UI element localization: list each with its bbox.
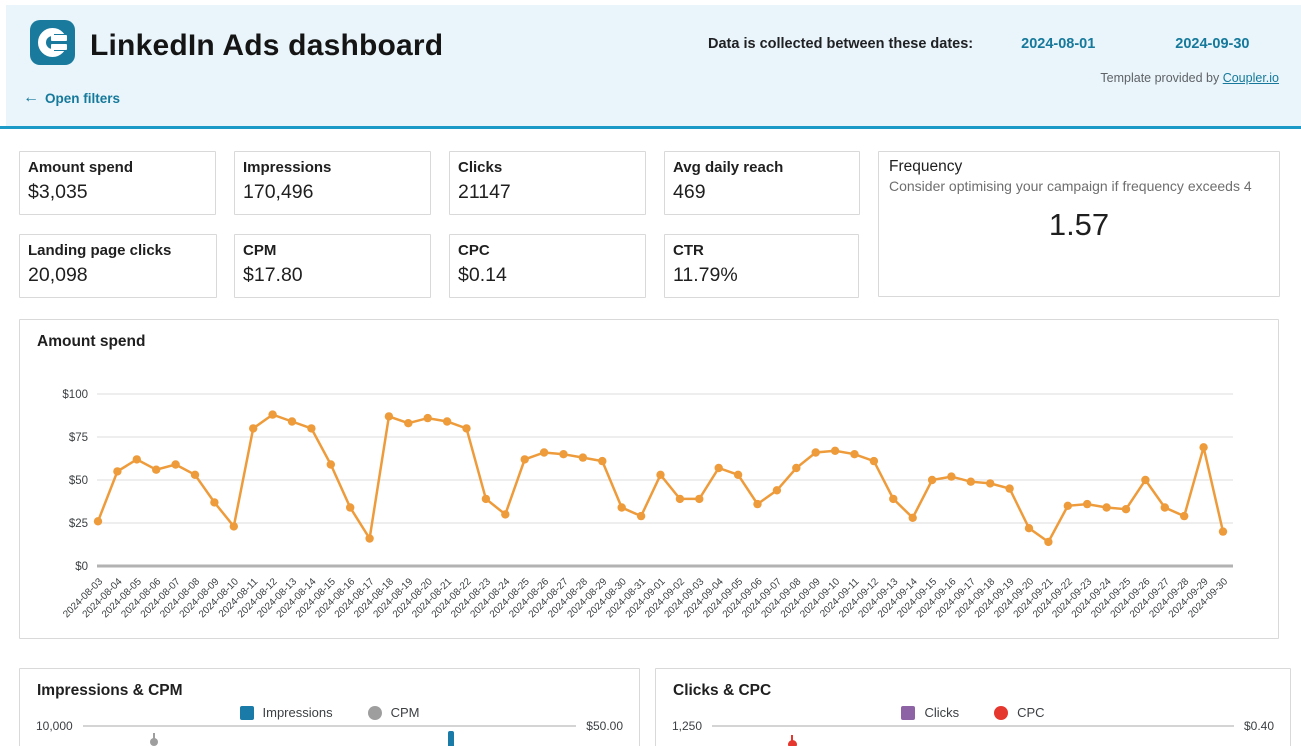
legend: Impressions CPM	[20, 705, 639, 720]
impressions-bar	[448, 731, 454, 746]
kpi-label: Impressions	[243, 159, 332, 176]
right-axis-max: $0.40	[1243, 719, 1274, 733]
kpi-label: Clicks	[458, 159, 503, 176]
kpi-card-clicks: Clicks 21147	[449, 151, 646, 215]
impressions-legend-swatch	[239, 705, 254, 720]
kpi-label: CPC	[458, 242, 490, 259]
header-divider	[0, 126, 1301, 129]
legend-label: CPM	[390, 705, 420, 720]
frequency-label: Frequency	[889, 158, 963, 175]
cpm-legend-swatch	[367, 705, 382, 720]
kpi-value: 469	[673, 180, 706, 203]
kpi-value: $0.14	[458, 263, 507, 286]
kpi-label: CPM	[243, 242, 277, 259]
amount-spend-chart-card: Amount spend $100 $75 $50 $25 $0 2024-08-03 20…	[19, 319, 1279, 639]
amount-spend-plot: $100$75$50$25$02024-08-032024-08-042024-…	[61, 389, 1233, 620]
legend-label: Clicks	[924, 705, 960, 720]
chart-title: Amount spend	[37, 333, 146, 350]
clicks-cpc-chart-card: Clicks & CPC Clicks CPC 1,250 $0.40	[655, 668, 1291, 746]
kpi-card-cpm: CPM $17.80	[234, 234, 431, 298]
page-title: LinkedIn Ads dashboard	[90, 29, 444, 62]
frequency-note: Consider optimising your campaign if fre…	[889, 178, 1252, 194]
svg-text:$50: $50	[69, 475, 88, 487]
date-start-value[interactable]: 2024-08-01	[1021, 36, 1096, 52]
impressions-cpm-chart-card: Impressions & CPM Impressions CPM 10,000…	[19, 668, 640, 746]
clicks-legend-swatch	[901, 705, 916, 720]
right-axis-max: $50.00	[586, 719, 623, 733]
dates-label: Data is collected between these dates:	[708, 36, 974, 52]
header: LinkedIn Ads dashboard Data is collected…	[6, 5, 1301, 126]
axis-row: 10,000 $50.00	[20, 719, 639, 733]
date-end-value[interactable]: 2024-09-30	[1175, 36, 1250, 52]
kpi-label: Landing page clicks	[28, 242, 172, 259]
legend-label: Impressions	[262, 705, 333, 720]
left-arrow-icon: ←	[23, 89, 39, 106]
kpi-card-ctr: CTR 11.79%	[664, 234, 859, 298]
gridline	[82, 725, 577, 727]
svg-text:$0: $0	[75, 561, 88, 573]
coupler-link[interactable]: Coupler.io	[1222, 71, 1279, 85]
kpi-label: Avg daily reach	[673, 159, 784, 176]
kpi-value: 11.79%	[673, 263, 738, 286]
kpi-label: CTR	[673, 242, 704, 259]
kpi-card-avg-daily-reach: Avg daily reach 469	[664, 151, 860, 215]
kpi-card-impressions: Impressions 170,496	[234, 151, 431, 215]
left-axis-max: 1,250	[672, 719, 703, 733]
chart-title: Impressions & CPM	[37, 682, 183, 699]
kpi-value: 170,496	[243, 180, 314, 203]
open-filters-label: Open filters	[45, 90, 121, 106]
svg-text:$75: $75	[69, 432, 88, 444]
legend-label: CPC	[1017, 705, 1045, 720]
chart-title: Clicks & CPC	[673, 682, 772, 699]
cpc-point-marker	[791, 735, 793, 741]
axis-row: 1,250 $0.40	[656, 719, 1290, 733]
open-filters-button[interactable]: ← Open filters	[23, 89, 120, 107]
cpm-point-marker	[150, 738, 158, 746]
cpm-point-marker	[153, 733, 155, 739]
kpi-card-landing-page-clicks: Landing page clicks 20,098	[19, 234, 217, 298]
kpi-card-cpc: CPC $0.14	[449, 234, 646, 298]
legend: Clicks CPC	[656, 705, 1290, 720]
coupler-logo-icon	[30, 20, 75, 65]
svg-text:$25: $25	[69, 518, 88, 530]
credit-text: Template provided by	[1100, 71, 1223, 85]
gridline	[712, 725, 1234, 727]
date-range-controls: Data is collected between these dates: 2…	[708, 36, 1249, 52]
left-axis-max: 10,000	[36, 719, 73, 733]
kpi-value: 20,098	[28, 263, 88, 286]
kpi-label: Amount spend	[28, 159, 133, 176]
kpi-value: 21147	[458, 180, 511, 203]
template-credit: Template provided by Coupler.io	[1100, 71, 1279, 85]
frequency-card: Frequency Consider optimising your campa…	[878, 151, 1280, 297]
cpc-point-marker	[788, 740, 797, 746]
kpi-value: $3,035	[28, 180, 88, 203]
cpc-legend-swatch	[994, 705, 1009, 720]
frequency-value: 1.57	[1048, 207, 1110, 242]
svg-text:$100: $100	[62, 389, 88, 401]
kpi-value: $17.80	[243, 263, 303, 286]
kpi-card-amount-spend: Amount spend $3,035	[19, 151, 216, 215]
